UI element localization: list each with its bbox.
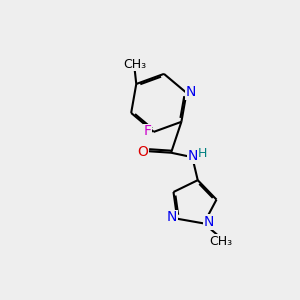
Text: CH₃: CH₃: [209, 235, 232, 248]
Text: CH₃: CH₃: [123, 58, 146, 71]
Text: N: N: [204, 215, 214, 229]
Text: O: O: [137, 145, 148, 159]
Text: N: N: [186, 85, 196, 99]
Text: N: N: [167, 210, 177, 224]
Text: N: N: [188, 149, 198, 163]
Text: F: F: [143, 124, 151, 138]
Text: H: H: [198, 147, 207, 160]
